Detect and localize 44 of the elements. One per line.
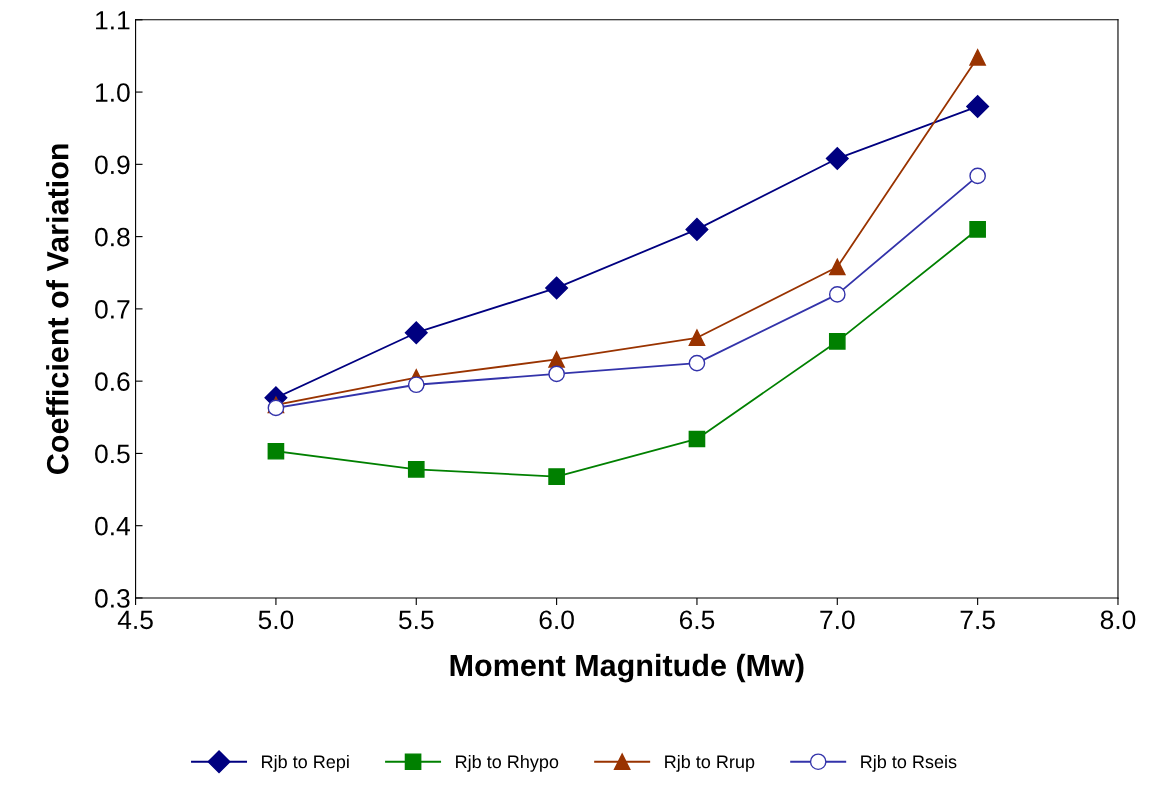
x-tick-label: 8.0 xyxy=(1100,610,1136,630)
point xyxy=(407,460,425,478)
x-tick-label: 5.5 xyxy=(398,610,434,630)
y-axis-title: Coefficient of Variation xyxy=(46,144,69,474)
x-tick-label: 5.0 xyxy=(258,610,294,630)
point xyxy=(685,217,709,241)
legend-label: Rjb to Rseis xyxy=(861,754,957,772)
point xyxy=(407,376,425,394)
y-tick-label: 0.5 xyxy=(95,444,130,464)
x-tick-label: 6.5 xyxy=(679,610,715,630)
y-tick-label: 1.1 xyxy=(96,11,130,30)
x-tick-label: 7.5 xyxy=(960,610,995,630)
point xyxy=(548,365,565,383)
point xyxy=(688,354,706,372)
x-tick-label: 4.5 xyxy=(117,610,153,630)
point xyxy=(548,351,565,368)
point xyxy=(548,468,565,485)
point xyxy=(267,399,285,417)
y-tick-label: 0.4 xyxy=(95,516,130,536)
y-tick-label: 0.8 xyxy=(95,227,130,247)
point xyxy=(969,167,986,185)
point xyxy=(267,442,285,460)
point xyxy=(969,49,986,66)
point xyxy=(688,430,706,448)
legend-label: Rjb to Repi xyxy=(262,754,349,772)
y-tick-label: 0.9 xyxy=(95,155,130,175)
x-tick-label: 6.0 xyxy=(539,610,574,630)
point xyxy=(825,147,849,171)
y-tick-label: 1.0 xyxy=(96,83,130,102)
y-tick-label: 0.7 xyxy=(95,300,130,319)
point xyxy=(545,276,569,300)
x-tick-label: 7.0 xyxy=(820,610,855,630)
point xyxy=(404,321,428,345)
point xyxy=(969,221,986,238)
legend-label: Rjb to Rhypo xyxy=(456,754,559,772)
point xyxy=(828,258,846,276)
point xyxy=(828,286,846,303)
point xyxy=(966,95,990,119)
y-tick-label: 0.6 xyxy=(95,372,130,391)
legend-label: Rjb to Rrup xyxy=(665,754,755,772)
x-axis-title: Moment Magnitude (Mw) xyxy=(450,653,804,683)
point xyxy=(688,329,706,347)
y-tick-label: 0.3 xyxy=(95,589,130,608)
point xyxy=(828,333,846,350)
